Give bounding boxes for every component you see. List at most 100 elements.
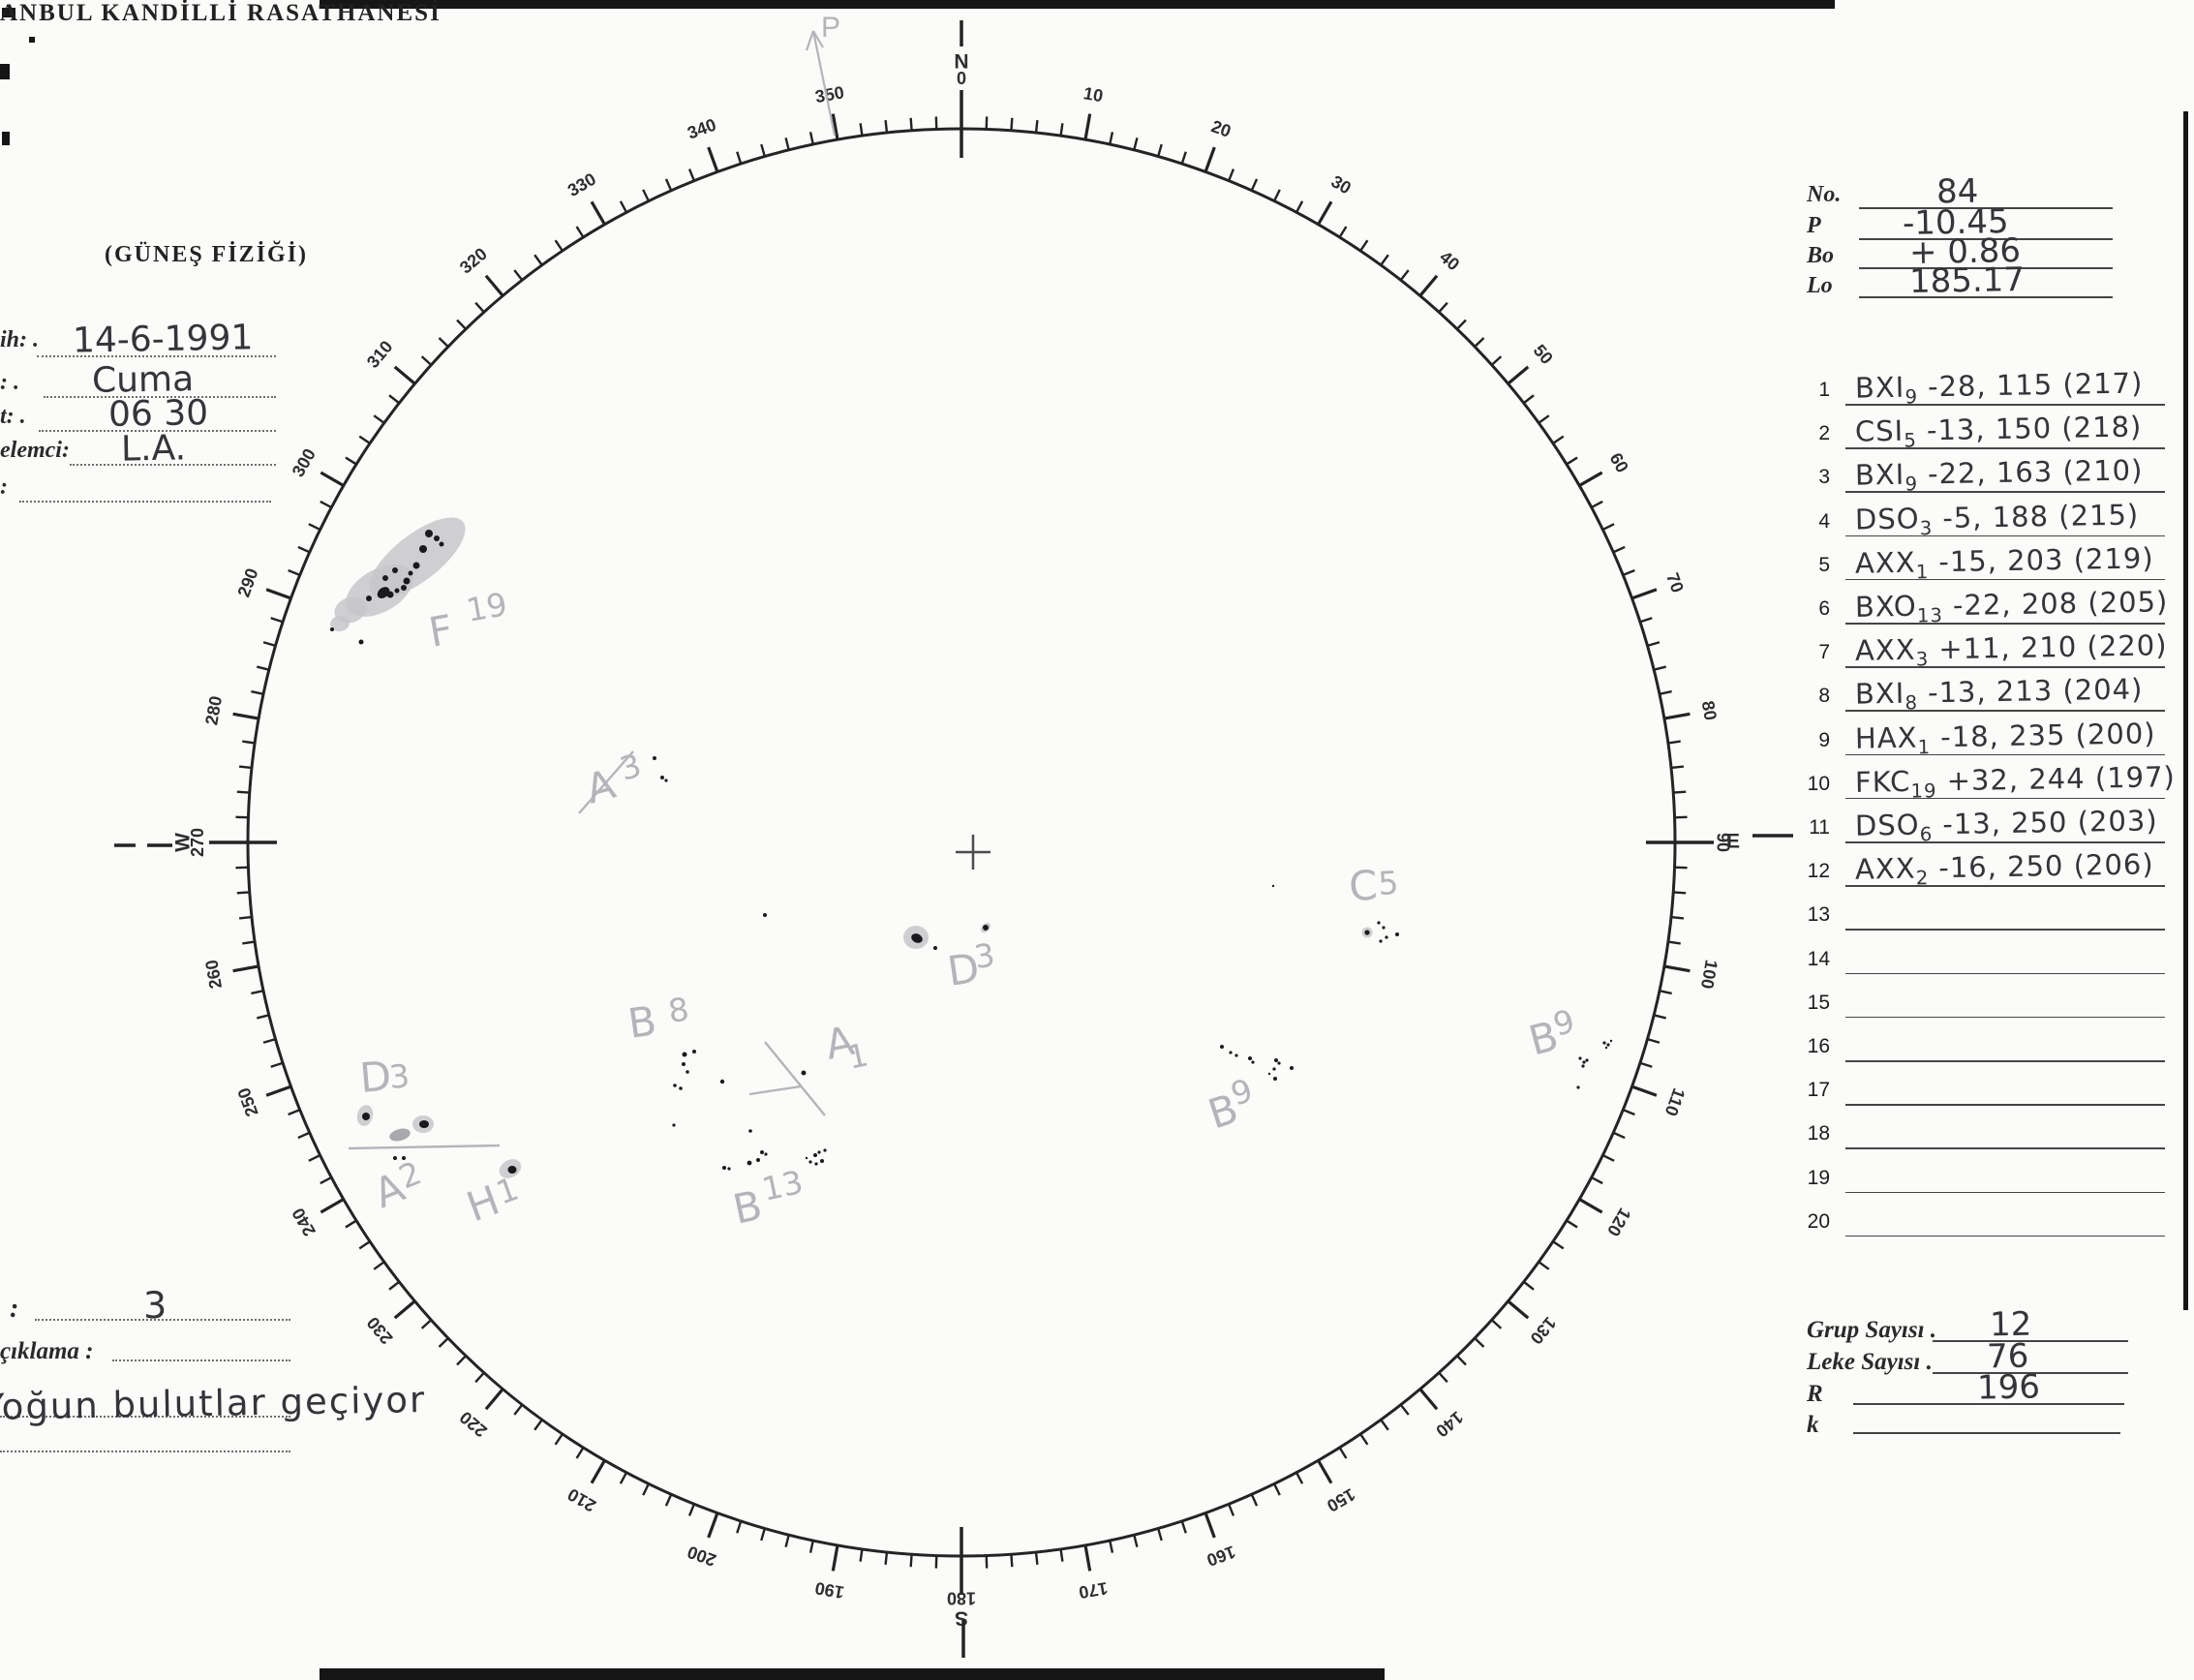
degree-tick-major bbox=[1631, 588, 1658, 600]
degree-label: 320 bbox=[456, 244, 491, 278]
degree-tick-minor bbox=[420, 1319, 433, 1329]
note-dotted-line-2 bbox=[0, 1416, 290, 1418]
degree-tick-major bbox=[320, 1198, 345, 1214]
degree-tick-major bbox=[590, 200, 606, 226]
degree-label: 250 bbox=[234, 1085, 262, 1119]
degree-label: 120 bbox=[1603, 1205, 1634, 1239]
group-row-line bbox=[1845, 447, 2165, 449]
degree-tick-minor bbox=[242, 740, 256, 745]
sunspot-umbra bbox=[408, 570, 413, 576]
group-row-part: AXX bbox=[1854, 851, 1916, 886]
degree-tick-minor bbox=[1538, 414, 1550, 424]
ephemeris-line-3 bbox=[1859, 296, 2113, 298]
degree-tick-minor bbox=[358, 435, 371, 444]
sunspot-umbra-core bbox=[377, 587, 390, 598]
degree-tick-major bbox=[393, 365, 416, 385]
group-label-number-B13: 13 bbox=[759, 1163, 807, 1208]
group-row-number: 13 bbox=[1807, 903, 1830, 927]
degree-tick-major bbox=[484, 1388, 504, 1411]
degree-tick-minor bbox=[1380, 254, 1389, 266]
degree-tick-minor bbox=[438, 337, 449, 348]
degree-tick-major bbox=[1663, 712, 1691, 720]
degree-tick-minor bbox=[1670, 765, 1685, 770]
sunspot-umbra-core bbox=[362, 1113, 370, 1120]
group-row-number: 20 bbox=[1807, 1209, 1830, 1233]
sunspot-umbra bbox=[748, 1129, 752, 1133]
degree-tick-major bbox=[707, 1512, 719, 1539]
group-row-value: -5, 188 bbox=[1932, 499, 2059, 535]
observatory-title: ANBUL KANDİLLİ RASATHANESİ bbox=[0, 0, 442, 26]
pencil-annotation-arrow bbox=[811, 30, 837, 137]
sunspot-umbra bbox=[673, 1084, 677, 1087]
sunspot-umbra-core bbox=[507, 1166, 517, 1174]
field-line-3 bbox=[70, 464, 276, 466]
cardinal-degree-label: 270 bbox=[188, 828, 207, 857]
degree-tick-minor bbox=[760, 1528, 767, 1542]
note-dotted-line-1 bbox=[112, 1359, 290, 1361]
degree-tick-minor bbox=[1180, 1520, 1187, 1534]
group-row-part: DSO bbox=[1854, 501, 1920, 536]
group-row-number: 16 bbox=[1807, 1035, 1830, 1057]
group-label-B13: B bbox=[729, 1181, 766, 1234]
group-row-part: (204) bbox=[2062, 672, 2144, 708]
degree-tick-minor bbox=[1180, 151, 1187, 165]
group-label-F19: F bbox=[425, 605, 456, 656]
cardinal-e-label: E bbox=[1726, 831, 1740, 853]
pencil-line bbox=[348, 1144, 501, 1150]
sunspot-umbra bbox=[330, 627, 334, 631]
degree-tick-minor bbox=[1034, 1551, 1039, 1566]
sunspot-umbra bbox=[719, 1079, 725, 1084]
degree-tick-minor bbox=[884, 119, 889, 134]
degree-tick-minor bbox=[513, 269, 524, 281]
sunspot-umbra bbox=[813, 1153, 817, 1157]
group-row-line bbox=[1845, 535, 2165, 537]
sunspot-umbra bbox=[933, 946, 937, 950]
degree-tick-minor bbox=[1601, 1154, 1615, 1162]
cardinal-degree-label: 0 bbox=[957, 69, 966, 88]
degree-tick-minor bbox=[388, 394, 400, 405]
group-row-line bbox=[1845, 797, 2165, 800]
degree-tick-minor bbox=[456, 319, 467, 330]
degree-tick-minor bbox=[808, 1540, 814, 1553]
group-row-entry: HAX1 -18, 235 (200) bbox=[1855, 717, 2156, 759]
degree-tick-minor bbox=[1566, 1219, 1578, 1229]
degree-tick-minor bbox=[642, 1482, 650, 1496]
group-row-number: 17 bbox=[1807, 1079, 1830, 1102]
field-label-2: t: . bbox=[0, 404, 26, 429]
degree-tick-minor bbox=[270, 617, 284, 624]
degree-tick-major bbox=[232, 964, 259, 973]
degree-tick-minor bbox=[1639, 1061, 1653, 1068]
group-row-part: (197) bbox=[2094, 759, 2177, 795]
degree-tick-major bbox=[1204, 1512, 1216, 1539]
group-row-value: -22, 208 bbox=[1942, 586, 2088, 623]
degree-tick-minor bbox=[242, 940, 256, 945]
degree-tick-minor bbox=[1653, 1014, 1667, 1020]
quality-dotted-line bbox=[35, 1319, 290, 1321]
degree-tick-minor bbox=[297, 545, 311, 554]
sunspot-penumbra bbox=[330, 615, 350, 632]
degree-tick-minor bbox=[554, 1433, 564, 1446]
degree-tick-major bbox=[590, 1459, 606, 1484]
degree-tick-minor bbox=[1227, 168, 1235, 182]
group-row-part: (205) bbox=[2087, 585, 2169, 620]
group-row-entry: DSO6 -13, 250 (203) bbox=[1855, 804, 2158, 846]
group-row-number: 7 bbox=[1818, 641, 1830, 664]
summary-label-0: Grup Sayısı . bbox=[1807, 1317, 1937, 1343]
degree-tick-minor bbox=[1456, 1355, 1467, 1366]
group-row-entry: AXX1 -15, 203 (219) bbox=[1855, 541, 2154, 584]
degree-label: 60 bbox=[1606, 449, 1632, 475]
sunspot-umbra bbox=[764, 1152, 768, 1156]
degree-tick-minor bbox=[533, 254, 543, 266]
group-row-number: 6 bbox=[1818, 597, 1830, 620]
sunspot-umbra bbox=[401, 585, 407, 591]
group-row-part: (215) bbox=[2057, 498, 2140, 533]
degree-tick-minor bbox=[236, 790, 250, 794]
degree-tick-minor bbox=[1273, 1482, 1281, 1496]
group-row-part: (210) bbox=[2062, 453, 2144, 489]
sunspot-umbra bbox=[402, 1156, 406, 1160]
group-row-part: AXX bbox=[1854, 632, 1916, 667]
group-row-number: 4 bbox=[1818, 509, 1830, 533]
group-row-line bbox=[1845, 404, 2165, 406]
group-label-number-D3-center: 3 bbox=[972, 935, 997, 976]
degree-tick-minor bbox=[736, 151, 743, 165]
